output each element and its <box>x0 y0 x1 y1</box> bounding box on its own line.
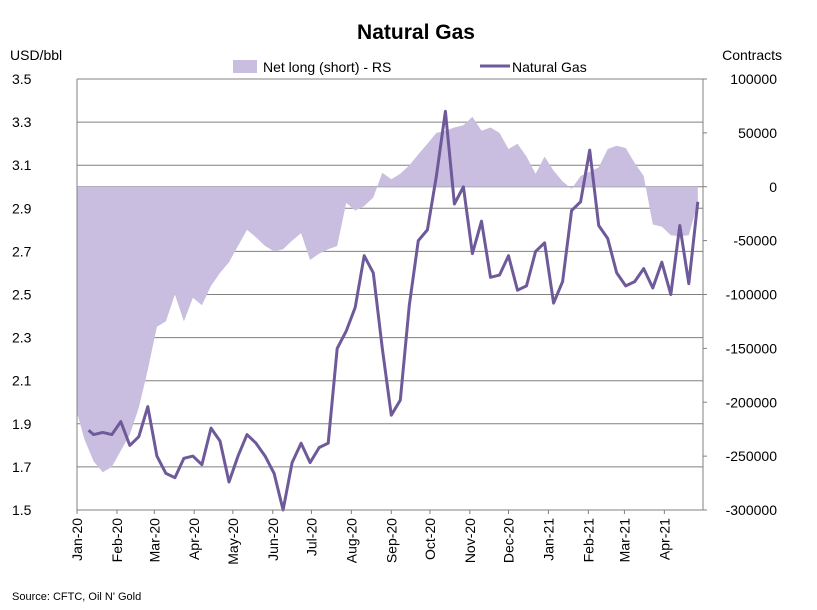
legend-label-natural-gas: Natural Gas <box>512 59 587 75</box>
right-tick-label: -250000 <box>726 448 778 464</box>
right-tick-label: -200000 <box>726 394 778 410</box>
x-tick-label: Jul-20 <box>303 518 319 556</box>
x-tick-label: Feb-21 <box>580 518 596 563</box>
right-tick-label: -300000 <box>726 502 778 518</box>
x-tick-label: Nov-20 <box>462 518 478 563</box>
right-tick-label: -150000 <box>726 340 778 356</box>
chart-title: Natural Gas <box>357 21 475 44</box>
left-tick-label: 3.3 <box>12 114 32 130</box>
right-axis-ticks: 100000 50000 0 -50000 -100000 -150000 -200000 -… <box>703 71 777 518</box>
left-tick-label: 2.1 <box>12 373 32 389</box>
left-tick-label: 1.5 <box>12 502 32 518</box>
x-tick-label: Jun-20 <box>265 518 281 561</box>
x-tick-label: May-20 <box>225 518 241 565</box>
natural-gas-line <box>87 109 700 512</box>
x-tick-label: Mar-21 <box>616 518 632 563</box>
x-tick-label: Oct-20 <box>422 518 438 560</box>
right-tick-label: -50000 <box>733 233 777 249</box>
right-tick-label: 50000 <box>738 125 777 141</box>
right-tick-label: -100000 <box>726 287 778 303</box>
left-axis-ticks: 3.5 3.3 3.1 2.9 2.7 2.5 2.3 2.1 1.9 1.7 1.5 <box>12 71 32 518</box>
left-tick-label: 2.9 <box>12 200 32 216</box>
left-tick-label: 3.5 <box>12 71 32 87</box>
left-tick-label: 3.1 <box>12 157 32 173</box>
left-tick-label: 2.3 <box>12 330 32 346</box>
right-tick-label: 100000 <box>730 71 777 87</box>
left-tick-label: 2.5 <box>12 287 32 303</box>
x-axis-ticks: Jan-20 Feb-20 Mar-20 Apr-20 May-20 Jun-20 Jul-… <box>69 510 672 565</box>
x-tick-label: Apr-21 <box>656 518 672 560</box>
left-axis-label: USD/bbl <box>10 47 62 63</box>
x-tick-label: Apr-20 <box>186 518 202 560</box>
legend-area-swatch <box>233 60 257 73</box>
source-note: Source: CFTC, Oil N' Gold <box>12 591 141 603</box>
x-tick-label: Jan-21 <box>540 518 556 561</box>
x-tick-label: Dec-20 <box>501 518 517 563</box>
natural-gas-line-series <box>87 109 700 512</box>
right-tick-label: 0 <box>769 179 777 195</box>
legend-label-net-long: Net long (short) - RS <box>263 59 391 75</box>
legend: Net long (short) - RS Natural Gas <box>233 59 587 75</box>
x-tick-label: Jan-20 <box>69 518 85 561</box>
right-axis-label: Contracts <box>722 47 782 63</box>
x-tick-label: Sep-20 <box>383 518 399 563</box>
x-tick-label: Feb-20 <box>109 518 125 563</box>
left-tick-label: 2.7 <box>12 243 32 259</box>
net-long-area <box>77 116 698 473</box>
left-tick-label: 1.7 <box>12 459 32 475</box>
x-tick-label: Mar-20 <box>146 518 162 563</box>
net-long-area-series <box>77 116 698 473</box>
x-tick-label: Aug-20 <box>343 518 359 563</box>
left-tick-label: 1.9 <box>12 416 32 432</box>
